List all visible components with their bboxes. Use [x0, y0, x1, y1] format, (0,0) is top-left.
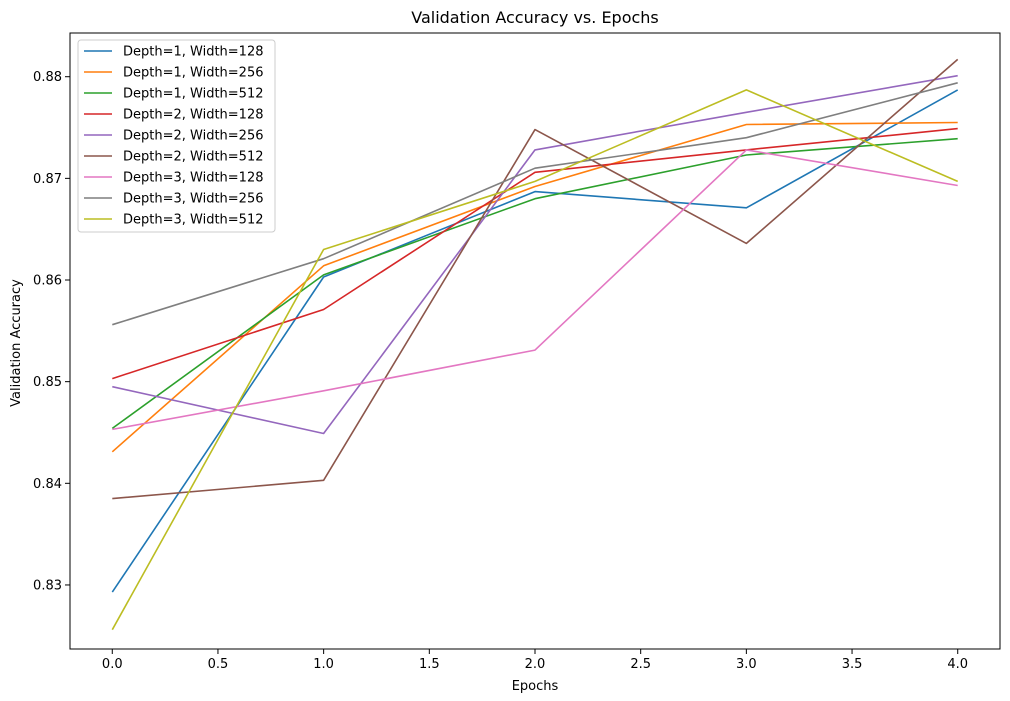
y-tick-label: 0.85	[33, 375, 62, 390]
series-line-6	[112, 58, 959, 500]
x-tick-label: 3.5	[842, 657, 863, 672]
legend-label: Depth=3, Width=512	[123, 213, 264, 228]
x-tick-label: 2.5	[630, 657, 651, 672]
y-tick-label: 0.83	[33, 578, 62, 593]
y-tick-label: 0.84	[33, 477, 62, 492]
series-line-3	[111, 137, 958, 430]
legend-label: Depth=1, Width=256	[123, 66, 264, 81]
y-tick-label: 0.88	[33, 70, 62, 85]
x-tick-label: 1.0	[313, 657, 334, 672]
legend-label: Depth=2, Width=256	[123, 129, 264, 144]
x-tick-label: 2.0	[525, 657, 546, 672]
x-tick-label: 3.0	[736, 657, 757, 672]
series-line-5	[112, 74, 958, 435]
plot-area: 0.0 0.5 1.0 1.5 2.0 2.5 3.0 3.5 4.0 0.83 0.84 0.85 0…	[33, 32, 1001, 672]
series-line-4	[112, 127, 958, 380]
legend-label: Depth=1, Width=512	[123, 87, 264, 102]
x-tick-label: 0.0	[102, 657, 123, 672]
legend-box	[77, 39, 276, 233]
chart-title: Validation Accuracy vs. Epochs	[411, 8, 659, 27]
series-line-7	[112, 149, 958, 431]
legend-label: Depth=1, Width=128	[123, 45, 264, 60]
x-axis-label: Epochs	[512, 679, 559, 694]
series-line-8	[112, 82, 958, 326]
series-line-9	[111, 89, 959, 631]
series-line-1	[111, 89, 959, 593]
y-tick-label: 0.86	[33, 274, 62, 289]
y-axis-label: Validation Accuracy	[9, 279, 24, 407]
legend-label: Depth=3, Width=128	[123, 171, 264, 186]
series-line-2	[111, 121, 958, 453]
legend-label: Depth=3, Width=256	[123, 192, 264, 207]
x-tick-label: 1.5	[419, 657, 440, 672]
x-tick-label: 4.0	[947, 657, 968, 672]
y-tick-label: 0.87	[33, 172, 62, 187]
legend: Depth=1, Width=128 Depth=1, Width=256 Dept…	[77, 39, 276, 233]
legend-label: Depth=2, Width=512	[123, 150, 264, 165]
x-tick-label: 0.5	[208, 657, 229, 672]
legend-label: Depth=2, Width=128	[123, 108, 264, 123]
